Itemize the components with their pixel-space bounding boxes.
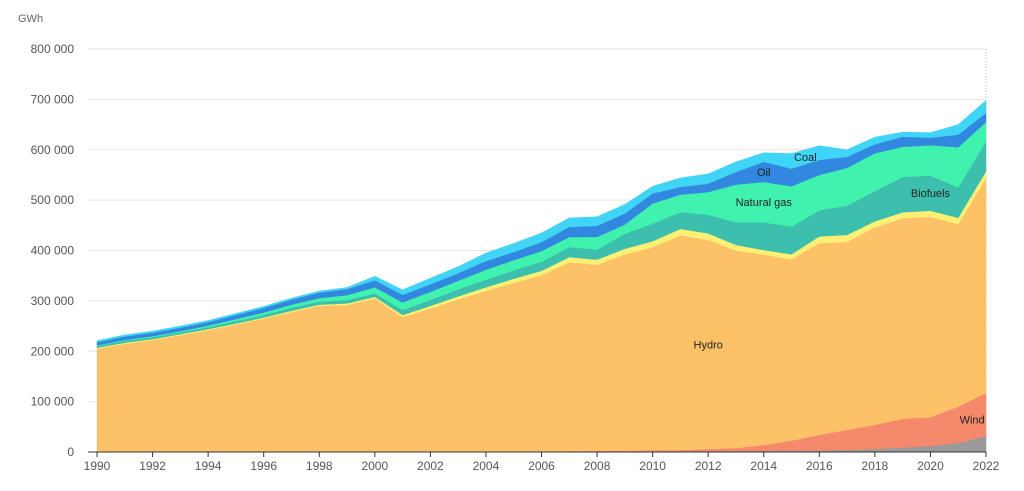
x-tick-label: 2000 <box>361 459 388 473</box>
y-tick-label: 500 000 <box>31 193 75 207</box>
y-axis-unit: GWh <box>18 13 43 25</box>
x-tick-label: 1994 <box>195 459 222 473</box>
series-label-oil: Oil <box>757 167 770 179</box>
y-tick-label: 200 000 <box>31 344 75 358</box>
x-tick-label: 2022 <box>973 459 1000 473</box>
x-tick-label: 2008 <box>584 459 611 473</box>
x-tick-label: 2004 <box>473 459 500 473</box>
series-label-coal: Coal <box>794 152 817 164</box>
y-tick-label: 700 000 <box>31 92 75 106</box>
y-tick-label: 400 000 <box>31 244 75 258</box>
x-tick-label: 1990 <box>84 459 111 473</box>
x-tick-label: 2020 <box>917 459 944 473</box>
y-tick-label: 600 000 <box>31 143 75 157</box>
x-tick-label: 2018 <box>862 459 889 473</box>
x-tick-label: 2002 <box>417 459 444 473</box>
series-label-natural-gas: Natural gas <box>736 197 793 209</box>
x-tick-label: 2014 <box>750 459 777 473</box>
area-series <box>96 99 987 453</box>
x-tick-label: 2016 <box>806 459 833 473</box>
y-tick-label: 100 000 <box>31 395 75 409</box>
series-label-wind: Wind <box>960 415 985 427</box>
x-tick-label: 1992 <box>139 459 166 473</box>
x-tick-label: 2010 <box>639 459 666 473</box>
area-coal <box>96 99 987 343</box>
series-labels: Wind Hydro Biofuels Natural gas Oil Coal <box>694 152 985 427</box>
y-tick-label: 300 000 <box>31 294 75 308</box>
x-tick-label: 1996 <box>250 459 277 473</box>
series-label-hydro: Hydro <box>694 339 723 351</box>
y-tick-label: 800 000 <box>31 42 75 56</box>
x-tick-label: 2006 <box>528 459 555 473</box>
x-tick-label: 1998 <box>306 459 333 473</box>
y-tick-label: 0 <box>67 445 74 459</box>
series-label-biofuels: Biofuels <box>911 188 951 200</box>
x-tick-label: 2012 <box>695 459 722 473</box>
axes: 0 100 000 200 000 300 000 400 000 500 000 600 … <box>31 42 1000 473</box>
